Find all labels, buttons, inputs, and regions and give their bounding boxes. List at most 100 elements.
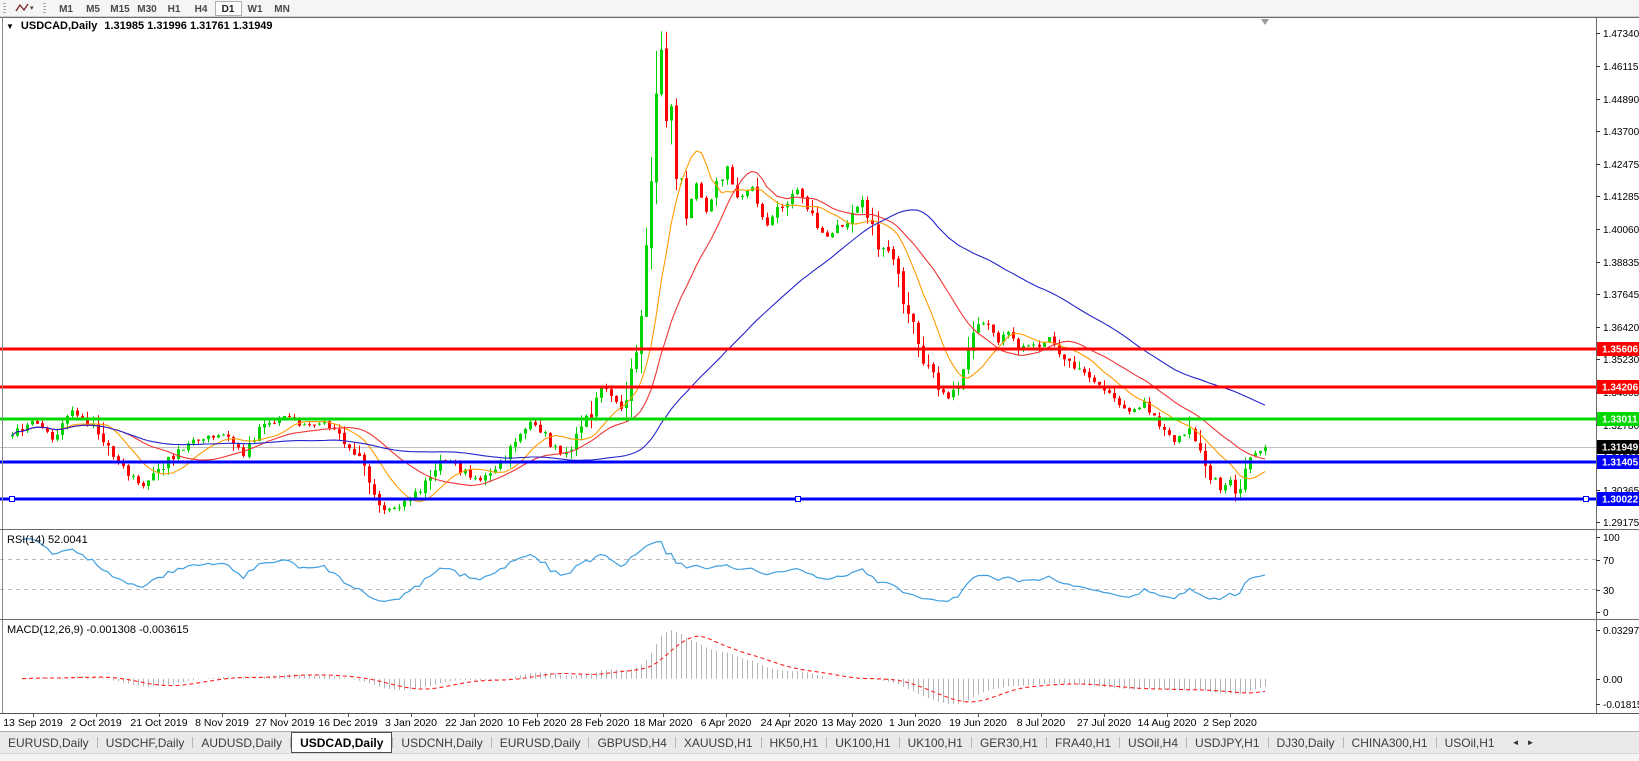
time-axis-label: 19 Jun 2020 [949,717,1007,729]
time-axis-label: 28 Feb 2020 [570,717,630,729]
time-axis-tick [96,714,97,717]
line-drag-handle[interactable] [1583,496,1589,502]
time-axis-tick [1041,714,1042,717]
chart-tab-china300-h1[interactable]: CHINA300,H1 [1351,735,1428,750]
tab-separator [970,737,972,748]
chart-tab-uk100-h1[interactable]: UK100,H1 [907,735,963,750]
line-drag-handle[interactable] [9,496,15,502]
timeframe-button-m30[interactable]: M30 [137,3,157,15]
chart-tab-eurusd-daily[interactable]: EURUSD,Daily [499,735,581,750]
tab-separator [826,737,828,748]
svg-text:1.35230: 1.35230 [1603,355,1639,366]
price-chart-panel[interactable]: 1.47340 1.46115 1.44890 1.43700 1.42475 1.412… [0,17,1639,530]
time-axis-label: 2 Oct 2019 [70,717,122,729]
svg-text:1.47340: 1.47340 [1603,29,1639,40]
toolbar-grip[interactable] [42,2,46,14]
time-axis-tick [1104,714,1105,717]
tab-separator [290,737,292,748]
svg-text:1.33011: 1.33011 [1602,415,1638,426]
tab-scroll-right-icon[interactable]: ► [1526,738,1535,747]
collapse-triangle-icon[interactable]: ▼ [6,21,14,31]
chart-tab-usdchf-daily[interactable]: USDCHF,Daily [105,735,185,750]
rsi-axis[interactable] [1596,530,1639,620]
timeframe-button-d1[interactable]: D1 [214,0,242,16]
time-axis-tick [789,714,790,717]
svg-text:1.30022: 1.30022 [1602,495,1639,506]
chart-tab-xauusd-h1[interactable]: XAUUSD,H1 [683,735,753,750]
timeframe-button-m5[interactable]: M5 [86,3,100,15]
current-price-tag [1597,440,1639,454]
chart-tab-usdcnh-daily[interactable]: USDCNH,Daily [401,735,483,750]
tab-separator [1186,737,1188,748]
time-axis-label: 27 Jul 2020 [1076,717,1132,729]
time-axis[interactable]: 13 Sep 2019 2 Oct 2019 21 Oct 2019 8 Nov 20… [0,714,1639,731]
svg-text:1.31405: 1.31405 [1602,458,1639,469]
svg-text:1.35606: 1.35606 [1602,345,1639,356]
time-axis-label: 1 Jun 2020 [889,717,941,729]
svg-text:-0.018154: -0.018154 [1603,700,1639,711]
svg-text:0.00: 0.00 [1603,675,1623,686]
zigzag-line-icon [15,3,29,12]
svg-text:1.42475: 1.42475 [1603,160,1639,171]
time-axis-tick [1230,714,1231,717]
timeframe-button-mn[interactable]: MN [274,3,290,15]
chart-tab-usdcad-daily[interactable]: USDCAD,Daily [291,732,393,753]
time-axis-label: 24 Apr 2020 [760,717,818,729]
tab-separator [96,737,98,748]
timeframe-button-h1[interactable]: H1 [167,3,181,15]
time-axis-tick [411,714,412,717]
toolbar-grip[interactable] [3,2,6,14]
chart-tab-gbpusd-h4[interactable]: GBPUSD,H4 [597,735,667,750]
chart-tab-usoil-h4[interactable]: USOil,H4 [1128,735,1179,750]
chart-tab-ger30-h1[interactable]: GER30,H1 [979,735,1038,750]
rsi-indicator-label: RSI(14) 52.0041 [7,534,88,546]
svg-text:1.46115: 1.46115 [1603,62,1639,73]
macd-axis[interactable] [1596,620,1639,714]
chart-ohlc-quotes: 1.31985 1.31996 1.31761 1.31949 [104,20,273,32]
chart-tab-uk100-h1[interactable]: UK100,H1 [835,735,891,750]
line-drag-handle[interactable] [795,496,801,502]
time-axis-tick [600,714,601,717]
svg-text:1.32780: 1.32780 [1603,421,1639,432]
chart-tab-usoil-h1[interactable]: USOil,H1 [1444,735,1495,750]
svg-text:1.31949: 1.31949 [1602,443,1639,454]
chart-tab-fra40-h1[interactable]: FRA40,H1 [1054,735,1112,750]
time-axis-label: 27 Nov 2019 [255,717,315,729]
svg-text:1.44890: 1.44890 [1603,95,1639,106]
chart-tab-hk50-h1[interactable]: HK50,H1 [769,735,819,750]
time-axis-tick [663,714,664,717]
hline-price-tag [1597,492,1639,506]
timeframe-button-m1[interactable]: M1 [59,3,73,15]
svg-text:0.032972: 0.032972 [1603,626,1639,637]
macd-indicator-label: MACD(12,26,9) -0.001308 -0.003615 [7,624,189,636]
tab-separator [674,737,676,748]
timeframe-button-w1[interactable]: W1 [247,3,263,15]
time-axis-label: 18 Mar 2020 [633,717,693,729]
tab-separator [1119,737,1121,748]
time-axis-label: 21 Oct 2019 [130,717,188,729]
chart-tab-audusd-daily[interactable]: AUDUSD,Daily [201,735,283,750]
ma-10-line [11,150,1266,503]
draw-tool-icon[interactable]: ▾ [13,1,36,16]
time-axis-tick [33,714,34,717]
chart-tab-dj30-daily[interactable]: DJ30,Daily [1276,735,1335,750]
time-axis-label: 2 Sep 2020 [1203,717,1257,729]
tab-separator [588,737,590,748]
chart-symbol-period: USDCAD,Daily [20,20,98,32]
chart-window[interactable]: 1.47340 1.46115 1.44890 1.43700 1.42475 1.412… [0,17,1639,731]
hline-price-tag [1597,455,1639,469]
chart-tab-eurusd-daily[interactable]: EURUSD,Daily [8,735,89,750]
hline-price-tag [1597,412,1639,426]
chart-tab-usdjpy-h1[interactable]: USDJPY,H1 [1195,735,1260,750]
tab-separator [898,737,900,748]
timeframe-button-h4[interactable]: H4 [194,3,208,15]
macd-signal-line [22,635,1266,703]
macd-indicator-panel[interactable]: 0.032972 0.00 -0.018154 [0,620,1639,714]
tab-scroll-left-icon[interactable]: ◄ [1511,738,1520,747]
rsi-indicator-panel[interactable]: 100 70 30 0 [0,530,1639,620]
caret-down-icon[interactable]: ▾ [30,4,34,12]
timeframe-button-m15[interactable]: M15 [110,3,130,15]
time-axis-label: 13 Sep 2019 [3,717,63,729]
tab-separator [1342,737,1344,748]
